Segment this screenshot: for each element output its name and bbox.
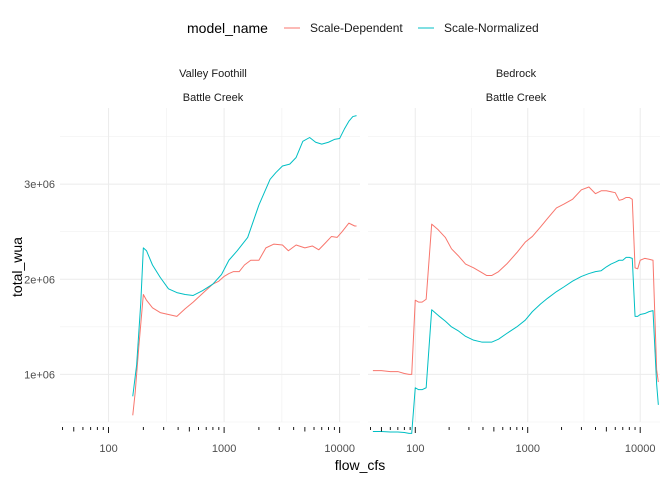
- panel-bedrock: Bedrock Battle Creek 100 1000 10000: [368, 68, 660, 455]
- y-tick-labels: 1e+06 2e+06 3e+06: [24, 179, 55, 381]
- panel-1-grid: [60, 108, 360, 423]
- panel-2-series: [372, 186, 659, 434]
- y-tick-label: 1e+06: [24, 369, 55, 381]
- strip-label-bottom-1: Battle Creek: [183, 92, 244, 104]
- panel-valley-foothill: Valley Foothill Battle Creek 100 1000 1000…: [60, 68, 360, 455]
- strip-label-top-2: Bedrock: [496, 68, 537, 80]
- panel-2-x-ticks: [370, 427, 641, 433]
- x-axis-title: flow_cfs: [335, 457, 386, 473]
- x-tick-label: 100: [99, 443, 117, 455]
- x-tick-label: 100: [406, 443, 424, 455]
- legend-label-scale-normalized: Scale-Normalized: [444, 21, 539, 35]
- series-line-scale-normalized: [132, 115, 357, 397]
- legend-key-scale-dependent: Scale-Dependent: [284, 21, 403, 35]
- y-axis-title: total_wua: [9, 237, 25, 297]
- panel-1-x-ticks: [62, 427, 341, 433]
- panel-1-series: [132, 115, 357, 416]
- series-line-scale-normalized: [372, 256, 659, 434]
- legend-key-scale-normalized: Scale-Normalized: [418, 21, 539, 35]
- legend-title: model_name: [187, 20, 268, 36]
- x-tick-label: 10000: [324, 443, 355, 455]
- strip-label-bottom-2: Battle Creek: [486, 92, 547, 104]
- legend: model_name Scale-Dependent Scale-Normali…: [187, 20, 539, 36]
- y-tick-label: 3e+06: [24, 179, 55, 191]
- series-line-scale-dependent: [372, 186, 659, 383]
- y-tick-label: 2e+06: [24, 274, 55, 286]
- panel-2-grid: [368, 108, 660, 423]
- x-tick-label: 1000: [515, 443, 539, 455]
- strip-label-top-1: Valley Foothill: [179, 68, 247, 80]
- x-tick-label: 10000: [625, 443, 656, 455]
- panel-1-x-tick-labels: 100 1000 10000: [99, 443, 355, 455]
- panel-2-x-tick-labels: 100 1000 10000: [406, 443, 655, 455]
- x-tick-label: 1000: [212, 443, 236, 455]
- series-line-scale-dependent: [132, 222, 357, 416]
- legend-label-scale-dependent: Scale-Dependent: [310, 21, 403, 35]
